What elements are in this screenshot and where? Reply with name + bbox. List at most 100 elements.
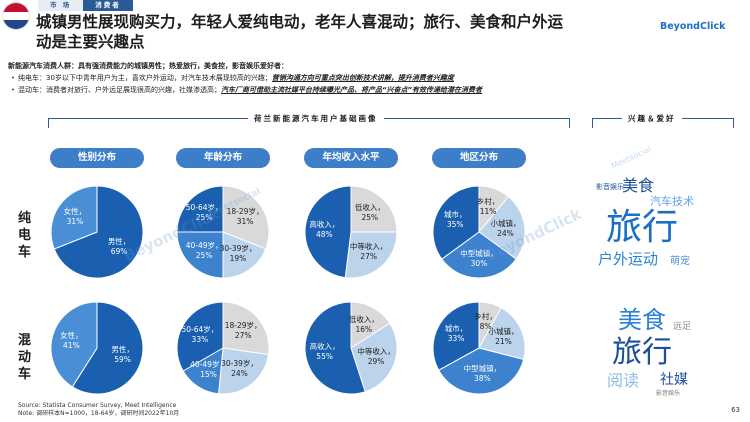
pie-slice xyxy=(222,231,267,279)
row-label-ev: 纯电车 xyxy=(18,211,32,260)
pie-slice-label: 女性， 41% xyxy=(49,331,93,351)
pie-slice xyxy=(432,185,480,260)
pie-hybrid-region xyxy=(432,301,526,395)
summary-hybrid-text: 混动车：消费者对旅行、户外远足展现很高的兴趣，社媒渗透高； xyxy=(18,86,221,94)
pie-slice-label: 18-29岁， 31% xyxy=(223,207,267,227)
interests-section-label: 兴趣＆爱好 xyxy=(622,113,682,124)
breadcrumb: 市 场 消费者 xyxy=(38,0,133,11)
slice-category: 中等收入， xyxy=(357,347,395,357)
source-line: Source: Statista Consumer Survey, Meet I… xyxy=(18,402,177,409)
netherlands-flag xyxy=(2,2,30,30)
pie-slice-label: 高收入， 55% xyxy=(303,342,347,362)
pie-slice xyxy=(344,231,398,279)
pie-slice-label: 中型城镇， 30% xyxy=(457,249,501,269)
slice-value: 41% xyxy=(63,340,80,350)
breadcrumb-market[interactable]: 市 场 xyxy=(38,0,84,11)
slice-value: 31% xyxy=(66,217,84,226)
breadcrumb-consumer[interactable]: 消费者 xyxy=(83,0,133,11)
pie-slice-label: 40-49岁， 15% xyxy=(187,360,231,380)
slice-category: 50-64岁， xyxy=(185,203,223,213)
sample-note: Note: 调研样本N=1000，18-64岁，调研时间2022年10月 xyxy=(18,410,180,417)
pie-slice-label: 高收入， 48% xyxy=(302,220,346,240)
flag-stripe-blue xyxy=(3,20,29,29)
pie-slice xyxy=(176,301,224,372)
pie-slice-label: 男性， 69% xyxy=(97,237,141,257)
summary-bullet-hybrid: • 混动车：消费者对旅行、户外远足展现很高的兴趣，社媒渗透高；汽车厂商可借助主流… xyxy=(8,84,738,96)
pie-slice xyxy=(176,231,224,279)
hybrid-interest-word: 阅读 xyxy=(607,371,640,390)
slice-value: 27% xyxy=(360,252,377,261)
ev-interest-word: 影音娱乐 xyxy=(596,183,624,191)
summary-hybrid-highlight: 汽车厂商可借助主流社媒平台持续曝光产品、将产品“兴奋点”有效传递给潜在消费者 xyxy=(221,86,483,94)
slice-value: 55% xyxy=(316,352,333,362)
slice-category: 中等收入， xyxy=(349,242,388,251)
hybrid-interest-word: 旅行 xyxy=(612,335,672,370)
slice-value: 33% xyxy=(191,334,209,344)
slice-category: 小城镇， xyxy=(490,218,521,228)
pie-slice-label: 50-64岁， 25% xyxy=(182,203,226,223)
page-title-line2: 动是主要兴趣点 xyxy=(36,33,145,51)
ev-interest-word: 萌宠 xyxy=(670,256,690,267)
page-title-line1: 城镇男性展现购买力，年轻人爱纯电动，老年人喜混动；旅行、美食和户外运 xyxy=(36,13,564,31)
row-label-hybrid: 混动车 xyxy=(18,333,32,382)
pie-slice xyxy=(441,231,517,279)
source-note: Source: Statista Consumer Survey, Meet I… xyxy=(18,402,179,418)
pie-slice xyxy=(176,185,224,233)
slice-category: 高收入， xyxy=(309,220,340,230)
flag-stripe-white xyxy=(3,11,29,21)
slice-value: 24% xyxy=(231,368,248,378)
pie-slice xyxy=(478,195,526,260)
pie-slice xyxy=(50,301,98,388)
slice-category: 18-29岁， xyxy=(224,320,262,330)
slice-value: 29% xyxy=(367,357,385,367)
slice-category: 30-39岁， xyxy=(221,358,258,368)
page-number: 63 xyxy=(731,406,740,414)
slice-value: 35% xyxy=(446,219,464,229)
pill-region: 地区分布 xyxy=(432,148,526,168)
pie-slice xyxy=(478,307,526,361)
slice-category: 城市， xyxy=(444,324,468,334)
slice-value: 8% xyxy=(479,322,492,332)
pie-slice xyxy=(53,185,144,279)
pie-slice xyxy=(438,347,525,395)
profile-section-label: 荷兰新能源汽车用户基础画像 xyxy=(248,113,384,124)
pie-slice xyxy=(222,185,270,250)
slice-value: 48% xyxy=(316,230,333,240)
slice-category: 中型城镇， xyxy=(463,364,502,374)
pill-age: 年龄分布 xyxy=(176,148,270,168)
beyondclick-logo: BeyondClick xyxy=(660,21,726,32)
hybrid-interest-word: 远足 xyxy=(673,322,692,332)
pie-slice-label: 中等收入， 27% xyxy=(347,242,391,262)
slice-value: 21% xyxy=(495,337,512,347)
pie-slice-label: 中型城镇， 38% xyxy=(460,364,504,384)
summary-bullet-ev: • 纯电车：30岁以下中青年用户为主，喜欢户外运动，对汽车技术展现较高的兴趣；营… xyxy=(8,72,738,84)
slice-value: 69% xyxy=(110,246,128,256)
pie-slice xyxy=(304,185,352,279)
slice-value: 25% xyxy=(361,213,379,223)
slice-value: 19% xyxy=(229,254,247,264)
slice-category: 高收入， xyxy=(309,342,340,352)
pie-hybrid-gender xyxy=(50,301,144,395)
slice-category: 30-39岁， xyxy=(219,244,257,254)
pie-slice-label: 18-29岁， 27% xyxy=(221,321,265,341)
flag-stripe-red xyxy=(3,3,29,12)
slice-category: 50-64岁， xyxy=(181,324,219,334)
pie-slice xyxy=(222,301,270,356)
pie-slice-label: 低收入， 16% xyxy=(342,315,386,335)
ev-interest-word: Meetsocial xyxy=(609,144,653,171)
slice-category: 低收入， xyxy=(348,314,379,324)
slice-value: 15% xyxy=(200,370,217,380)
ev-interest-word: 旅行 xyxy=(606,207,679,248)
slice-value: 25% xyxy=(195,213,213,223)
pie-ev-income xyxy=(304,185,398,279)
pie-slice-label: 50-64岁， 33% xyxy=(178,325,222,345)
page-title: 城镇男性展现购买力，年轻人爱纯电动，老年人喜混动；旅行、美食和户外运 动是主要兴… xyxy=(36,12,656,52)
pie-hybrid-age xyxy=(176,301,270,395)
pie-ev-region xyxy=(432,185,526,279)
slice-value: 30% xyxy=(470,258,488,268)
slice-category: 40-49岁， xyxy=(185,240,223,250)
pie-slice-label: 城市， 33% xyxy=(434,324,478,344)
slice-category: 男性， xyxy=(107,236,131,246)
slice-category: 女性， xyxy=(63,207,87,216)
slice-value: 11% xyxy=(479,206,497,216)
